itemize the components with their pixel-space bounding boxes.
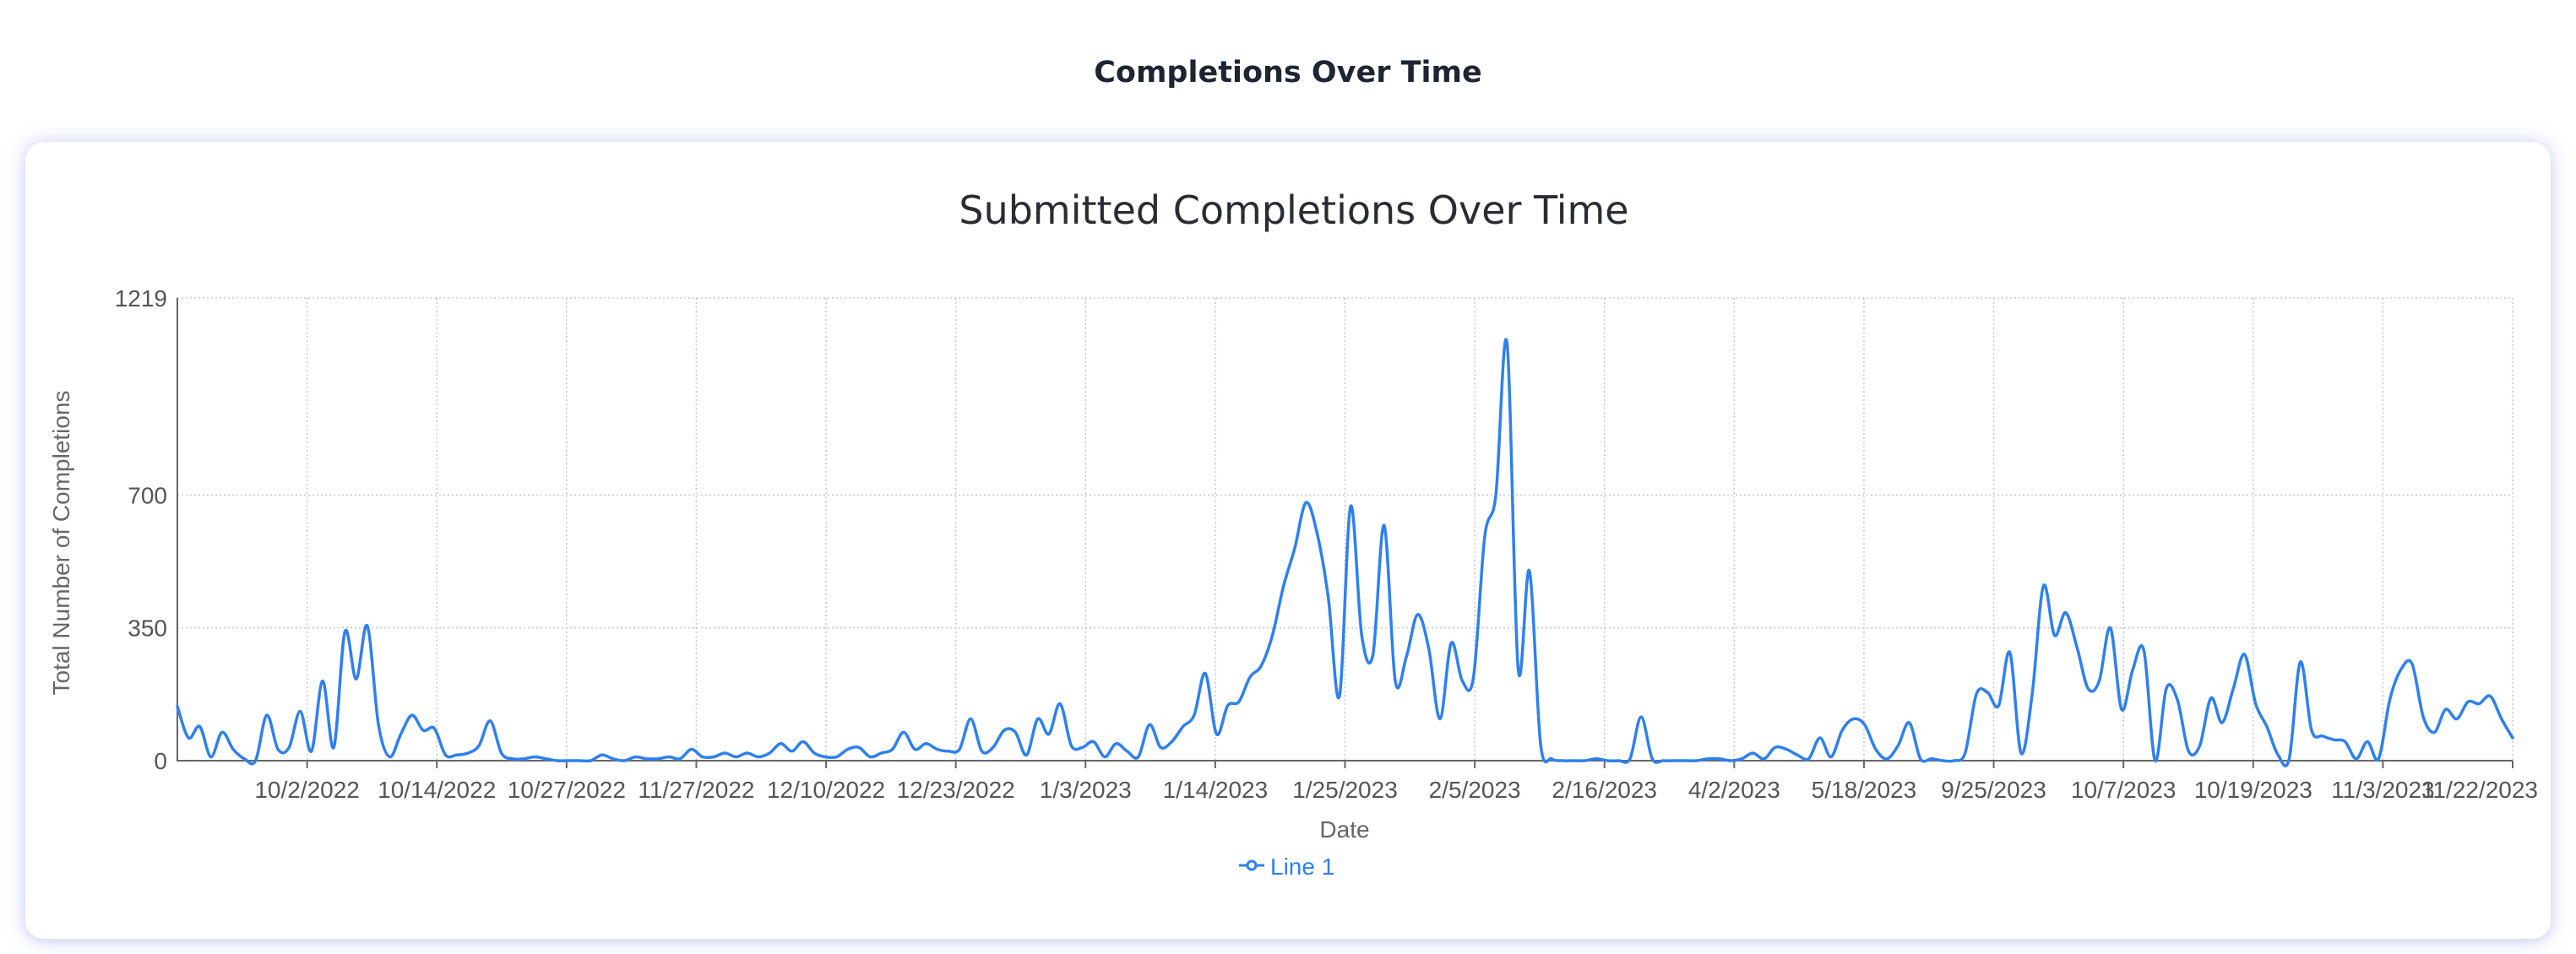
legend-label: Line 1 [1270,854,1334,880]
x-tick-label: 10/2/2022 [254,777,360,803]
axes [177,298,2514,768]
x-tick-label: 12/10/2022 [767,777,885,803]
y-tick-label: 350 [128,615,167,642]
x-tick-label: 1/25/2023 [1292,777,1398,803]
x-tick-label: 10/14/2022 [378,777,496,803]
x-tick-label: 10/7/2023 [2071,777,2177,803]
x-tick-label: 2/16/2023 [1552,777,1657,803]
x-tick-label: 2/5/2023 [1429,777,1521,803]
x-tick-label: 10/27/2022 [508,777,626,803]
grid-lines [177,297,2514,761]
x-tick-label: 11/22/2023 [2421,777,2538,803]
x-tick-label: 11/27/2022 [638,777,754,803]
x-tick-label: 9/25/2023 [1941,777,2046,803]
x-tick-label: 12/23/2022 [897,777,1015,803]
x-tick-label: 1/14/2023 [1163,777,1269,803]
page-heading: Completions Over Time [1094,56,1482,89]
series-line-1[interactable] [176,338,2514,767]
y-tick-label: 700 [128,482,167,508]
chart-title: Submitted Completions Over Time [959,187,1628,233]
x-tick-label: 11/3/2023 [2331,777,2435,803]
series-layer [176,338,2514,767]
y-tick-label: 1219 [115,285,167,312]
x-axis-title: Date [1319,816,1369,843]
x-tick-label: 4/2/2023 [1688,777,1780,803]
y-axis-title: Total Number of Completions [48,390,74,695]
legend[interactable]: Line 1 [1239,854,1334,880]
y-tick-label: 0 [154,748,167,774]
x-tick-label: 10/19/2023 [2194,777,2312,803]
line-chart: Submitted Completions Over Time 0 350 700 1… [48,187,2538,880]
chart-card: Submitted Completions Over Time 0 350 700 1… [25,142,2551,939]
tick-labels: 0 350 700 1219 10/2/2022 10/14/2022 10/27/2022… [115,285,2538,803]
legend-marker-icon [1246,859,1258,871]
x-tick-label: 5/18/2023 [1812,777,1917,803]
x-tick-label: 1/3/2023 [1040,777,1132,803]
